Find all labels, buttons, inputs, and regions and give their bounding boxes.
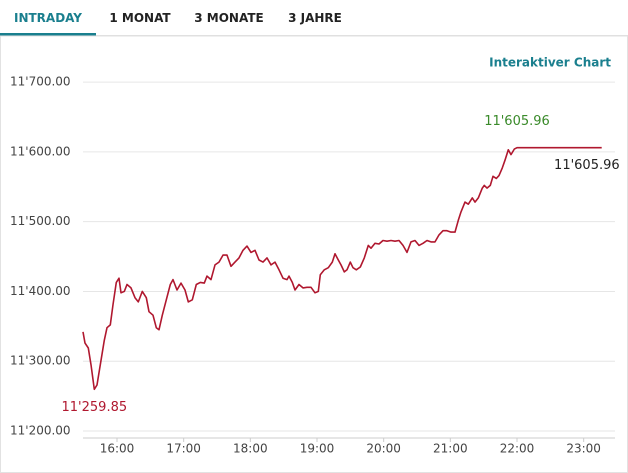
tab[interactable]: 1 MONAT: [109, 11, 171, 25]
y-tick-label: 11'700.00: [10, 75, 71, 89]
x-tick-label: 20:00: [366, 442, 401, 456]
tab[interactable]: 3 JAHRE: [288, 11, 342, 25]
x-tick-label: 21:00: [433, 442, 468, 456]
y-tick-label: 11'400.00: [10, 284, 71, 298]
price-line: [82, 146, 602, 391]
x-tick-label: 23:00: [566, 442, 601, 456]
x-tick-label: 22:00: [500, 442, 535, 456]
interactive-link[interactable]: Interaktiver Chart: [489, 56, 611, 70]
annotation: 11'259.85: [62, 400, 128, 415]
annotation: 11'605.96: [484, 114, 550, 129]
y-tick-label: 11'300.00: [10, 354, 71, 368]
y-tick-label: 11'600.00: [10, 144, 71, 158]
y-tick-label: 11'200.00: [10, 424, 71, 438]
tab[interactable]: 3 MONATE: [194, 11, 264, 25]
annotation: 11'605.96: [554, 158, 620, 173]
tab[interactable]: INTRADAY: [0, 0, 96, 36]
x-tick-label: 17:00: [166, 442, 201, 456]
x-tick-label: 19:00: [300, 442, 335, 456]
y-tick-label: 11'500.00: [10, 214, 71, 228]
x-tick-label: 16:00: [100, 442, 135, 456]
x-tick-label: 18:00: [233, 442, 268, 456]
